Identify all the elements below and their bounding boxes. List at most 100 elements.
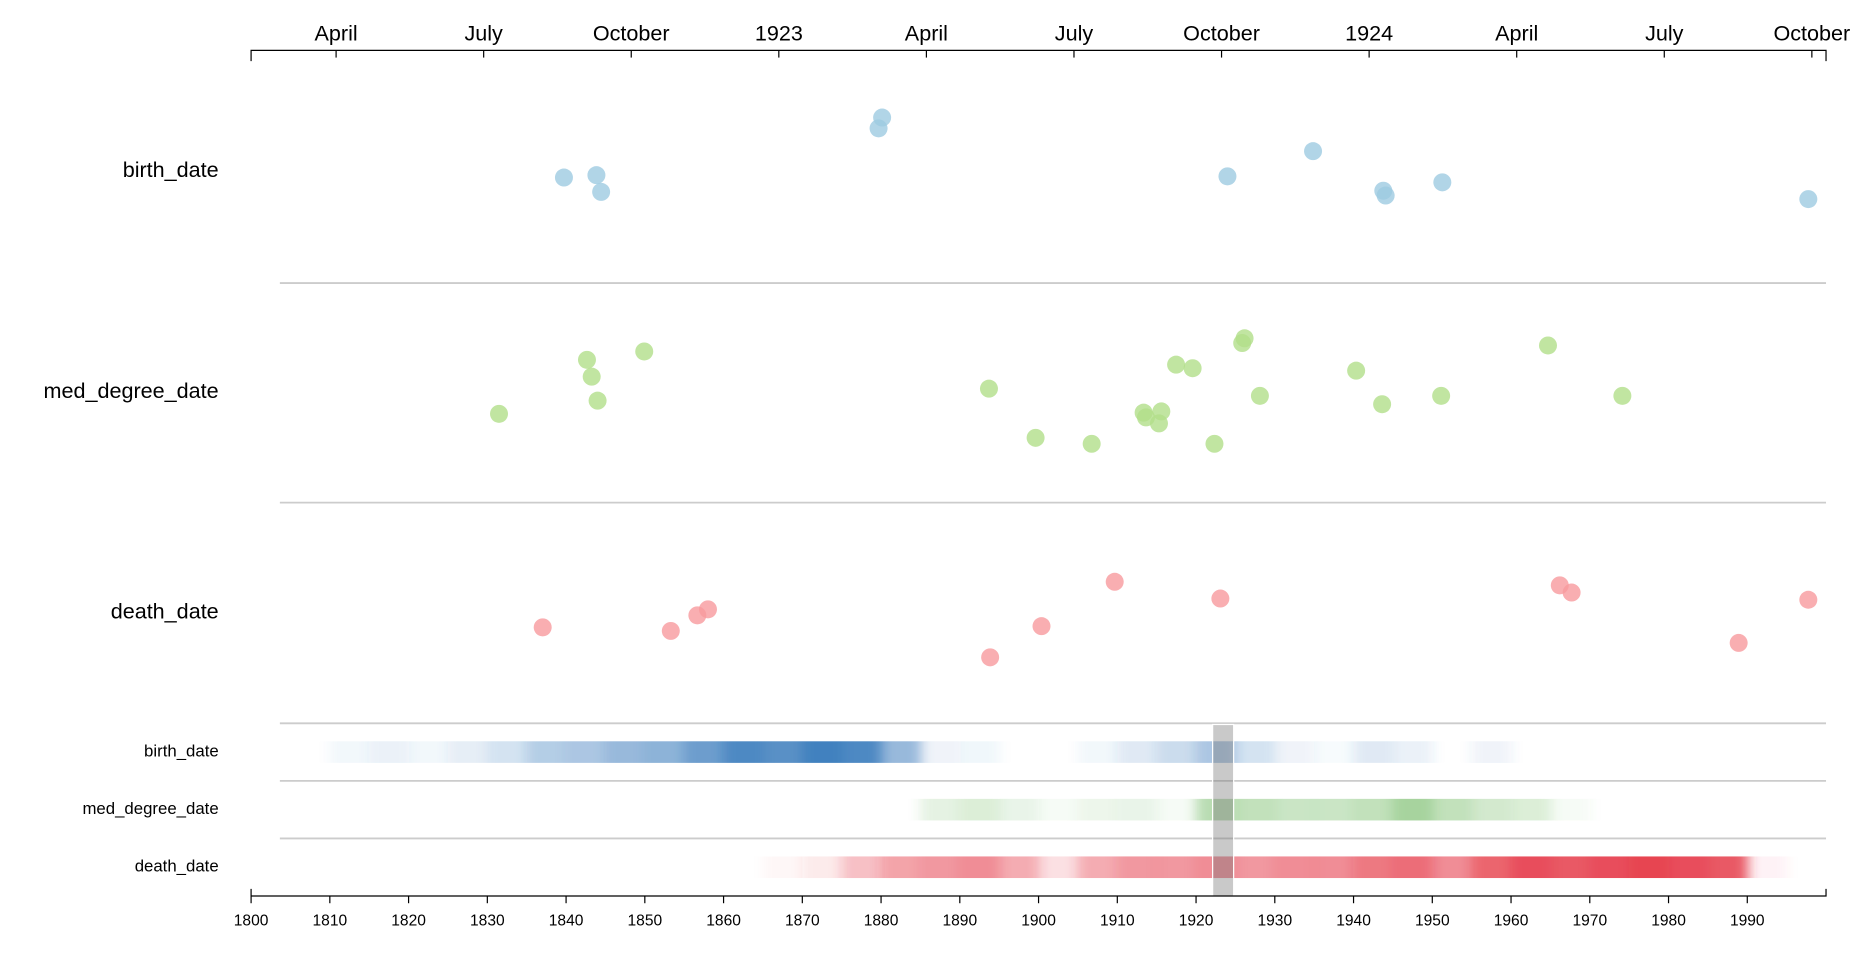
density-cell <box>1550 798 1591 821</box>
density-cell <box>251 741 291 763</box>
density-cell <box>1629 799 1669 821</box>
x-tick-label: 1910 <box>1100 912 1135 929</box>
data-point <box>592 182 611 201</box>
data-point <box>588 391 607 410</box>
density-cell <box>329 741 370 763</box>
density-cell <box>290 741 330 763</box>
data-point <box>582 367 601 386</box>
density-cell <box>881 741 922 763</box>
density-cell <box>566 856 606 878</box>
density-cell <box>1432 798 1473 821</box>
data-point <box>1376 186 1395 205</box>
data-point <box>1082 434 1101 453</box>
x-tick-label: 1880 <box>864 912 899 929</box>
data-point <box>1149 414 1168 433</box>
density-cell <box>1392 856 1433 879</box>
data-point <box>1235 329 1254 348</box>
density-cell <box>487 799 527 821</box>
data-point <box>1562 583 1581 602</box>
density-cell <box>841 741 882 763</box>
x-tick-label: 1950 <box>1415 912 1450 929</box>
density-cell <box>1235 741 1276 763</box>
density-cell <box>724 856 764 878</box>
context-label: birth_date <box>144 742 219 761</box>
density-cell <box>724 799 764 821</box>
density-cell <box>920 856 961 879</box>
data-point <box>577 350 596 369</box>
data-point <box>490 404 509 423</box>
density-cell <box>1432 856 1473 879</box>
density-cell <box>1077 741 1118 763</box>
density-cell <box>684 856 724 878</box>
density-cell <box>1314 798 1355 821</box>
density-cell <box>1039 741 1079 763</box>
density-cell <box>684 741 725 763</box>
density-cell <box>802 741 843 763</box>
density-cell <box>1747 741 1787 763</box>
density-cell <box>645 856 685 878</box>
density-cell <box>409 799 449 821</box>
density-cell <box>605 799 645 821</box>
x-tick-label: 1980 <box>1651 912 1686 929</box>
density-cell <box>723 741 764 763</box>
density-cell <box>1314 856 1355 879</box>
data-point <box>1026 428 1045 447</box>
row-label: death_date <box>111 599 219 624</box>
density-cell <box>1156 741 1197 763</box>
data-point <box>587 166 606 185</box>
x-tick-label: April <box>315 20 358 45</box>
density-cell <box>447 741 488 763</box>
density-cell <box>1550 856 1591 879</box>
data-point <box>1218 167 1237 186</box>
density-cell <box>1235 856 1276 879</box>
density-cell <box>645 799 685 821</box>
x-tick-label: 1810 <box>313 912 348 929</box>
data-point <box>661 621 680 640</box>
data-point <box>979 379 998 398</box>
density-cell <box>1235 798 1276 821</box>
density-cell <box>1471 856 1512 879</box>
density-cell <box>999 856 1040 879</box>
x-axis-domain <box>250 49 1827 62</box>
x-tick-label: July <box>464 20 503 45</box>
density-cell <box>959 741 1000 763</box>
density-cell <box>408 741 449 763</box>
x-tick-label: 1820 <box>391 912 426 929</box>
density-cell <box>881 856 922 879</box>
data-point <box>1250 386 1269 405</box>
x-axis-domain <box>250 888 1827 897</box>
x-tick-label: April <box>905 20 948 45</box>
density-cell <box>605 856 645 878</box>
density-cell <box>1707 856 1748 879</box>
density-cell <box>566 741 607 763</box>
density-cell <box>1156 856 1197 879</box>
data-point <box>1105 572 1124 591</box>
x-tick-label: July <box>1055 20 1094 45</box>
density-cell <box>1787 856 1827 878</box>
density-cell <box>290 799 330 821</box>
density-cell <box>1353 798 1394 821</box>
density-cell <box>841 856 882 879</box>
x-tick-label: October <box>1183 20 1260 45</box>
density-cell <box>1708 741 1748 763</box>
data-point <box>1613 386 1632 405</box>
data-point <box>1799 190 1818 209</box>
density-cell <box>1629 856 1670 879</box>
density-cell <box>802 856 843 879</box>
density-cell <box>1629 741 1669 763</box>
row-label: med_degree_date <box>44 378 219 403</box>
x-tick-label: October <box>1773 20 1850 45</box>
density-cell <box>1274 798 1315 821</box>
density-cell <box>1471 741 1512 763</box>
density-cell <box>1747 856 1788 879</box>
density-cell <box>842 799 882 821</box>
x-tick-label: 1990 <box>1730 912 1765 929</box>
density-cell <box>1314 741 1354 763</box>
density-cell <box>1353 741 1394 763</box>
x-tick-label: 1940 <box>1336 912 1371 929</box>
density-cell <box>1196 798 1237 821</box>
density-cell <box>566 799 606 821</box>
density-strip <box>251 741 1787 763</box>
x-tick-label: 1830 <box>470 912 505 929</box>
